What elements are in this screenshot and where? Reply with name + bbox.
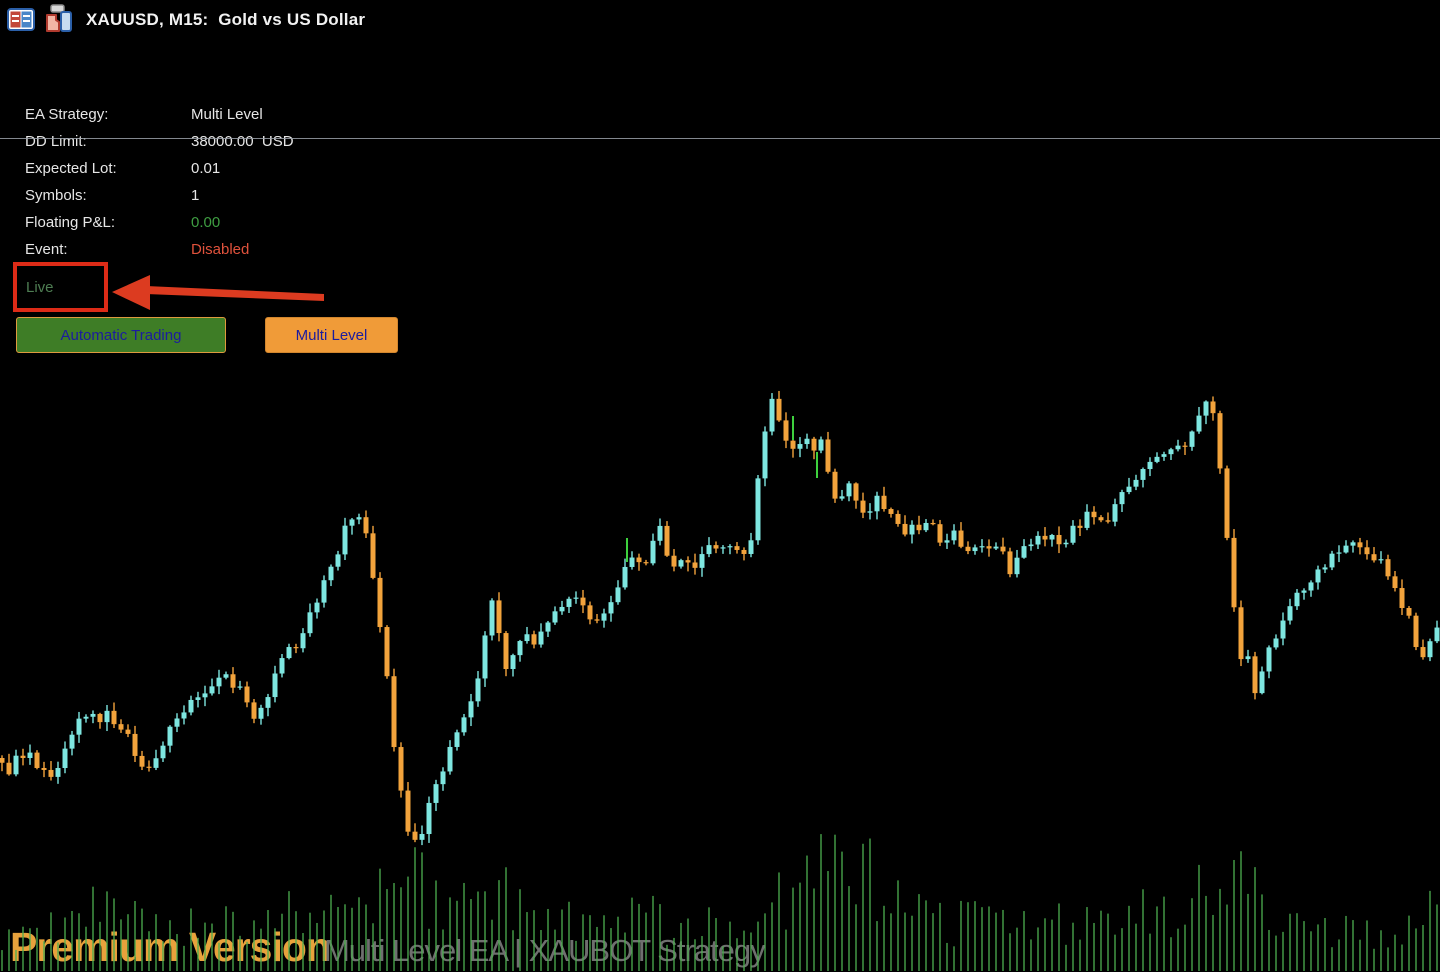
chart-header: XAUUSD, M15: Gold vs US Dollar [0,0,1440,38]
ea-info-label: Floating P&L: [25,214,116,231]
ea-info-row: DD Limit: 38000.00 USD [25,128,294,155]
ea-info-row: Event: Disabled [25,236,294,263]
ea-info-value: Disabled [191,241,250,258]
trade-panels-icon[interactable] [7,8,35,32]
ea-info-label: Symbols: [25,187,87,204]
ea-info-value: Multi Level [191,106,263,123]
ea-info-row: Floating P&L: 0.00 [25,209,294,236]
ea-info-row: Symbols: 1 [25,182,294,209]
one-click-trading-icon[interactable] [44,3,74,33]
ea-info-value: 38000.00 USD [191,133,294,150]
dd-limit-price-line [0,138,1440,139]
ea-info-label: Event: [25,241,68,258]
ea-info-label: EA Strategy: [25,106,109,123]
automatic-trading-button[interactable]: Automatic Trading [16,317,226,353]
ea-info-row: EA Strategy: Multi Level [25,101,294,128]
ea-info-value: 0.01 [191,160,221,177]
ea-info-row: Expected Lot: 0.01 [25,155,294,182]
ea-info-panel: EA Strategy: Multi Level DD Limit: 38000… [25,101,294,263]
ea-info-value: 1 [191,187,200,204]
ea-info-value: 0.00 [191,214,221,231]
live-highlight-box [13,262,108,312]
multi-level-button[interactable]: Multi Level [265,317,398,353]
chart-title: XAUUSD, M15: Gold vs US Dollar [86,10,366,29]
ea-info-label: DD Limit: [25,133,87,150]
ea-info-label: Expected Lot: [25,160,117,177]
live-status-label: Live [26,279,54,296]
